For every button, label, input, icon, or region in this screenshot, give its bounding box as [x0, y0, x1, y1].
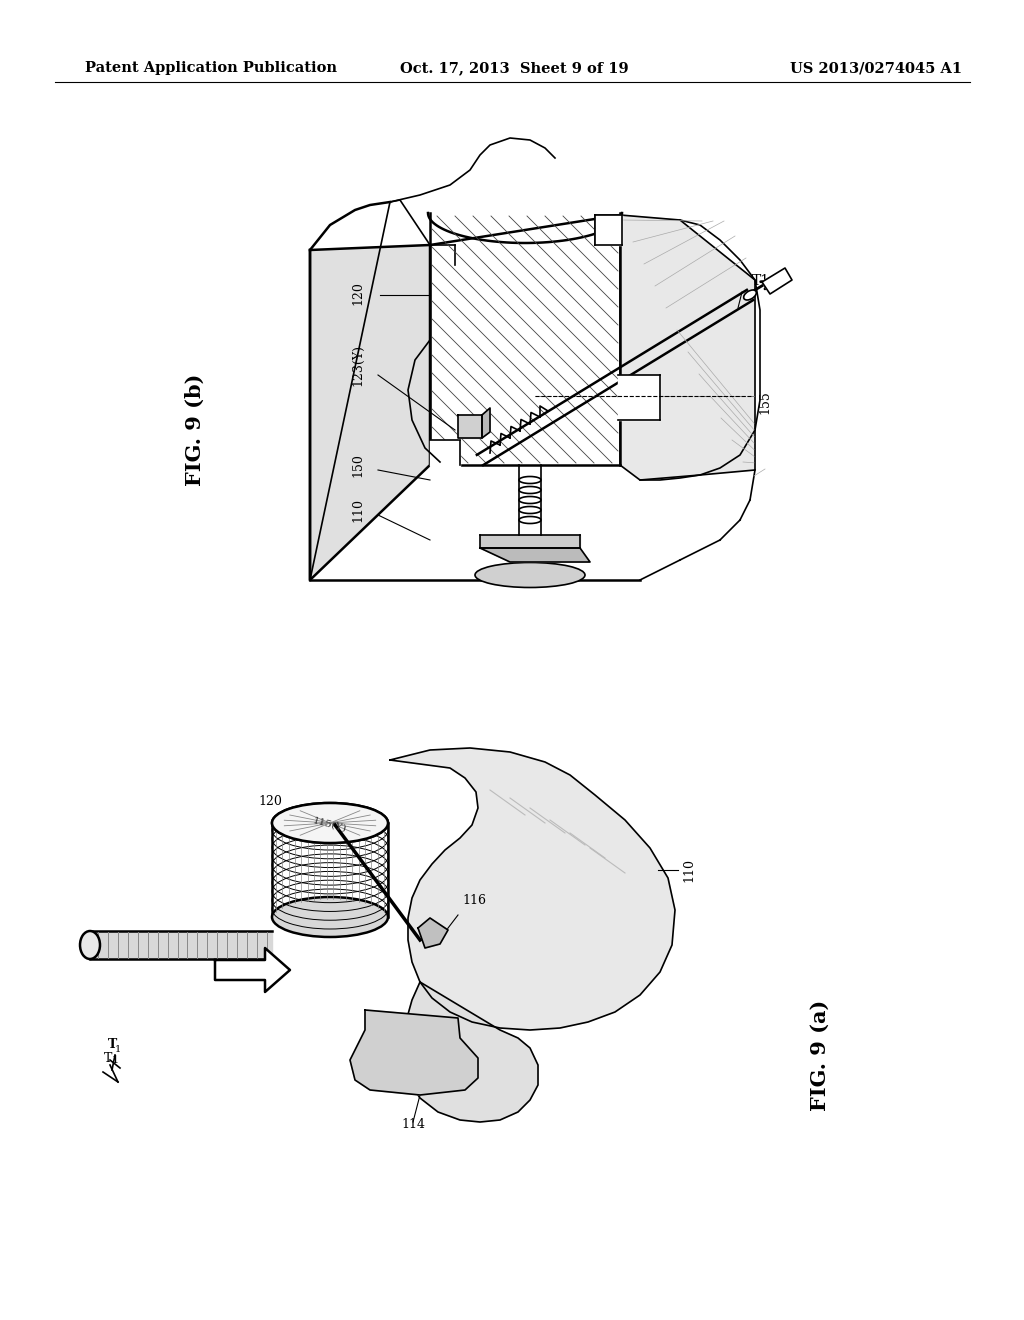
Polygon shape [215, 948, 290, 993]
Text: Oct. 17, 2013  Sheet 9 of 19: Oct. 17, 2013 Sheet 9 of 19 [400, 61, 629, 75]
Ellipse shape [272, 803, 388, 843]
Ellipse shape [743, 290, 757, 300]
Text: FIG. 9 (a): FIG. 9 (a) [810, 999, 830, 1110]
Polygon shape [595, 215, 622, 246]
Polygon shape [480, 548, 590, 562]
Text: 123(Y): 123(Y) [351, 345, 365, 385]
Ellipse shape [272, 898, 388, 937]
Text: T: T [103, 1052, 113, 1064]
Polygon shape [762, 268, 792, 294]
Text: 115(Y): 115(Y) [312, 816, 348, 834]
Text: 120: 120 [258, 795, 282, 808]
Polygon shape [90, 931, 272, 960]
Text: T1: T1 [752, 275, 770, 288]
Polygon shape [482, 408, 490, 438]
Polygon shape [480, 535, 580, 548]
Polygon shape [418, 917, 449, 948]
Polygon shape [402, 982, 538, 1122]
Text: 1: 1 [112, 1055, 119, 1065]
Text: 1: 1 [115, 1045, 121, 1053]
Text: 116: 116 [462, 894, 486, 907]
Polygon shape [618, 375, 660, 420]
Polygon shape [430, 440, 460, 466]
Text: 110: 110 [351, 498, 365, 521]
Ellipse shape [272, 803, 388, 843]
Ellipse shape [80, 931, 100, 960]
Text: Patent Application Publication: Patent Application Publication [85, 61, 337, 75]
Polygon shape [620, 215, 755, 480]
Polygon shape [310, 246, 430, 579]
Text: 155: 155 [758, 391, 771, 414]
Text: FIG. 9 (b): FIG. 9 (b) [185, 374, 205, 486]
Polygon shape [390, 748, 675, 1030]
Text: 120: 120 [351, 281, 365, 305]
Text: T: T [108, 1038, 117, 1051]
Ellipse shape [475, 562, 585, 587]
Text: 114: 114 [401, 1118, 425, 1131]
Polygon shape [350, 1010, 478, 1096]
Text: US 2013/0274045 A1: US 2013/0274045 A1 [790, 61, 963, 75]
Text: 110: 110 [682, 858, 695, 882]
Text: 150: 150 [351, 453, 365, 477]
Polygon shape [458, 414, 482, 438]
